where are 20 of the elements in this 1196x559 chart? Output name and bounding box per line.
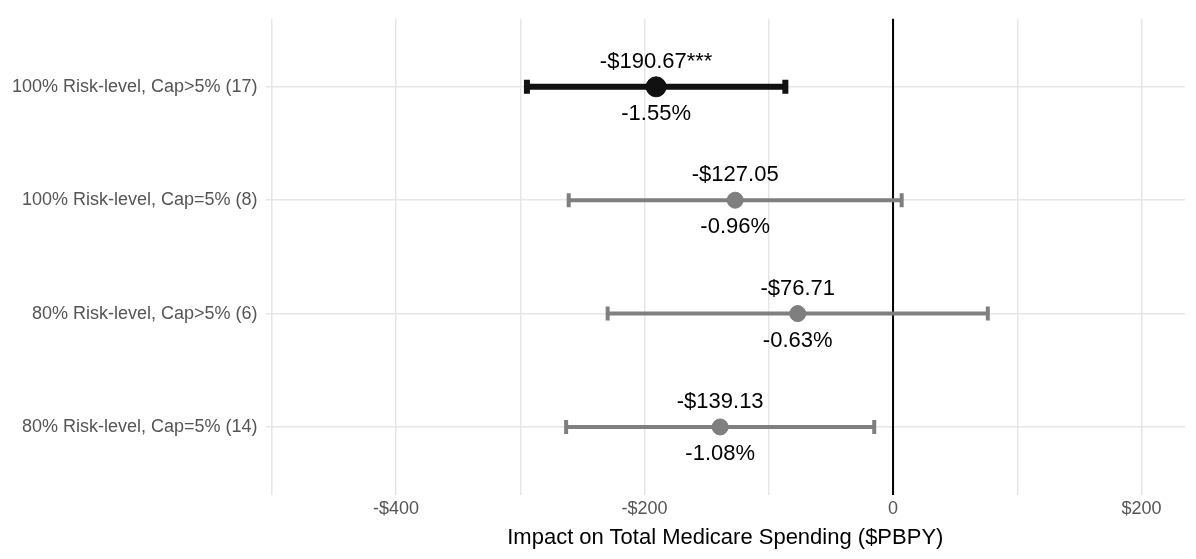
point <box>711 418 729 436</box>
annotation: -1.55% <box>621 99 691 125</box>
x-tick-label: 0 <box>888 497 899 518</box>
x-tick-label: $200 <box>1121 497 1162 518</box>
x-axis-title: Impact on Total Medicare Spending ($PBPY) <box>507 523 944 549</box>
annotation: -0.63% <box>762 326 833 352</box>
y-tick-label: 100% Risk-level, Cap>5% (17) <box>11 75 258 96</box>
y-tick-label: 100% Risk-level, Cap=5% (8) <box>22 189 258 210</box>
point <box>789 305 807 323</box>
data-label: -$127.05 <box>691 161 779 187</box>
y-tick-label: 80% Risk-level, Cap=5% (14) <box>22 415 258 436</box>
data-label: -$190.67*** <box>599 47 713 73</box>
point <box>726 191 744 209</box>
data-label: -$139.13 <box>676 388 764 414</box>
x-tick-label: -$400 <box>373 497 420 518</box>
data-label: -$76.71 <box>760 274 836 300</box>
annotation: -1.08% <box>685 440 756 466</box>
x-tick-label: -$200 <box>621 497 668 518</box>
y-tick-label: 80% Risk-level, Cap>5% (6) <box>32 302 258 323</box>
annotation: -0.96% <box>700 213 771 239</box>
